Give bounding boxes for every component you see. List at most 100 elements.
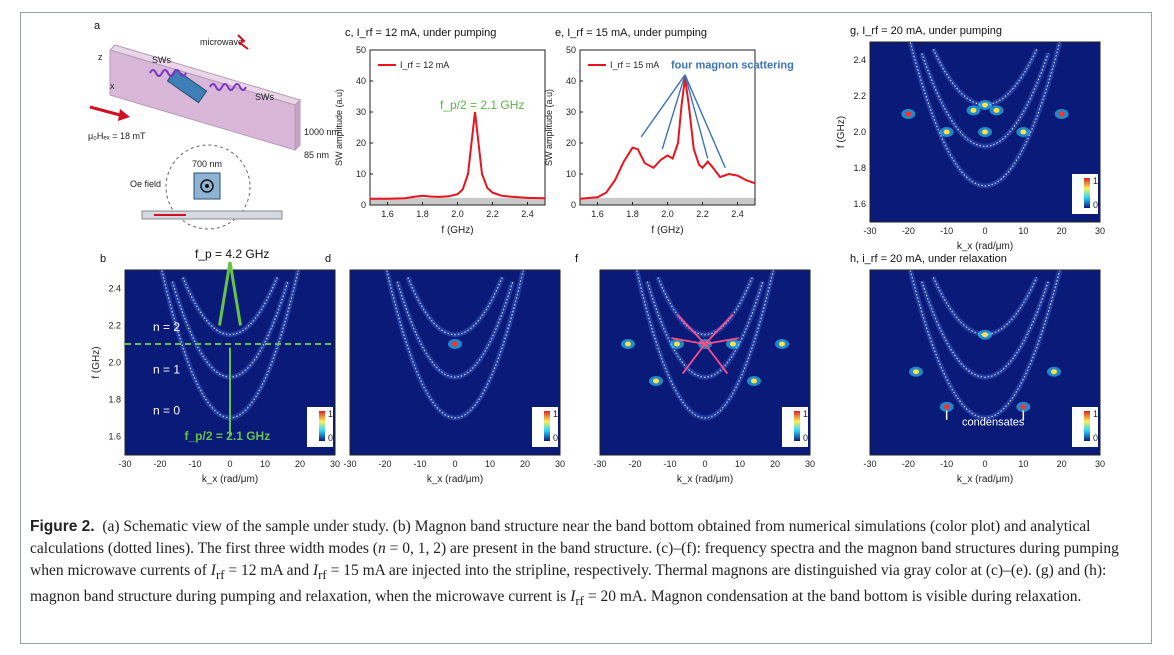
current-dot bbox=[205, 184, 209, 188]
heatmap-background bbox=[350, 270, 560, 455]
x-tick-label: 30 bbox=[330, 459, 340, 469]
intensity-core bbox=[625, 341, 631, 347]
y-tick-label: 30 bbox=[356, 107, 366, 117]
y-tick-label: 0 bbox=[361, 200, 366, 210]
band-dotted-n0 bbox=[909, 42, 1061, 187]
scattering-arrow bbox=[661, 74, 686, 150]
field-arrow bbox=[89, 105, 121, 117]
x-tick-label: -10 bbox=[940, 459, 953, 469]
scattering-arrow bbox=[684, 74, 709, 159]
colorbar bbox=[1084, 411, 1090, 441]
scattering-arrow bbox=[681, 343, 706, 375]
intensity-core bbox=[943, 404, 950, 410]
annotation-four-magnon: four magnon scattering bbox=[671, 60, 794, 72]
axis-x-label: x bbox=[110, 81, 115, 91]
colorbar-min: 0 bbox=[1093, 200, 1098, 210]
colorbar-min: 0 bbox=[328, 433, 333, 443]
x-tick-label: 0 bbox=[702, 459, 707, 469]
x-tick-label: 0 bbox=[982, 459, 987, 469]
y-tick-label: 0 bbox=[571, 200, 576, 210]
x-tick-label: -10 bbox=[940, 226, 953, 236]
panel-c-spectrum: c, I_rf = 12 mA, under pumping 0 10 20 30 40 5… bbox=[330, 20, 580, 250]
x-tick-label: -10 bbox=[188, 459, 201, 469]
x-tick-label: 1.8 bbox=[416, 209, 429, 219]
x-tick-label: 30 bbox=[555, 459, 565, 469]
x-tick-label: 1.6 bbox=[381, 209, 394, 219]
band-dotted-n0 bbox=[386, 270, 524, 419]
x-tick-label: 10 bbox=[735, 459, 745, 469]
mode-n0-label: n = 0 bbox=[153, 403, 180, 417]
x-tick-label: 30 bbox=[805, 459, 815, 469]
x-tick-label: 20 bbox=[295, 459, 305, 469]
series-line bbox=[370, 111, 546, 200]
intensity-core bbox=[1020, 129, 1027, 135]
x-tick-label: -30 bbox=[593, 459, 606, 469]
x-tick-label: 0 bbox=[982, 226, 987, 236]
y-axis-label: SW amplitude (a.u) bbox=[544, 89, 554, 166]
scattering-arrow bbox=[704, 313, 734, 345]
intensity-core bbox=[993, 107, 1000, 113]
oe-label: Oe field bbox=[130, 179, 161, 189]
y-tick-label: 40 bbox=[566, 76, 576, 86]
annotation-fp-half: f_p/2 = 2.1 GHz bbox=[440, 98, 524, 112]
film-cross-section bbox=[141, 210, 283, 220]
legend-label: I_rf = 12 mA bbox=[400, 60, 449, 70]
intensity-core bbox=[982, 332, 988, 338]
band-dotted-n1 bbox=[921, 53, 1049, 147]
x-tick-label: 30 bbox=[1095, 226, 1105, 236]
colorbar bbox=[544, 411, 550, 441]
length-label: 1000 nm bbox=[304, 127, 339, 137]
plot-frame bbox=[369, 49, 546, 206]
pump-arrow-right bbox=[228, 261, 242, 326]
x-tick-label: -30 bbox=[343, 459, 356, 469]
intensity-core bbox=[943, 129, 950, 135]
y-tick-label: 1.8 bbox=[108, 395, 121, 405]
half-frequency-label: f_p/2 = 2.1 GHz bbox=[185, 429, 271, 443]
y-axis-label: f (GHz) bbox=[836, 116, 847, 148]
intensity-core bbox=[779, 341, 785, 347]
panel-e-spectrum: e, I_rf = 15 mA, under pumping 0 10 20 30 40 5… bbox=[540, 20, 794, 250]
panel-b-heatmap: b -30 -20 -10 0 10 20 30 1.6 1.8 2.0 2.2 2.4 f (GHz) k… bbox=[85, 240, 355, 510]
intensity-core bbox=[653, 378, 659, 384]
plot-frame bbox=[599, 269, 811, 456]
x-tick-label: -10 bbox=[663, 459, 676, 469]
intensity-core bbox=[905, 111, 912, 117]
panel-h-heatmap: h, i_rf = 20 mA, under relaxation -30 -20 -… bbox=[830, 240, 1150, 510]
thermal-band bbox=[370, 197, 545, 205]
y-tick-label: 1.6 bbox=[853, 199, 866, 209]
x-tick-label: 10 bbox=[260, 459, 270, 469]
figure-caption: Figure 2. (a) Schematic view of the samp… bbox=[30, 518, 1119, 609]
x-tick-label: 30 bbox=[1095, 459, 1105, 469]
scattering-arrow bbox=[704, 343, 729, 375]
colorbar-min: 0 bbox=[803, 433, 808, 443]
band-dotted-n2 bbox=[407, 277, 503, 336]
sw-label-right: SWs bbox=[255, 92, 274, 102]
x-tick-label: 0 bbox=[452, 459, 457, 469]
intensity-core bbox=[730, 341, 736, 347]
x-tick-label: -20 bbox=[628, 459, 641, 469]
x-tick-label: 10 bbox=[485, 459, 495, 469]
x-axis-label: k_x (rad/μm) bbox=[677, 474, 733, 485]
colorbar-min: 0 bbox=[1093, 433, 1098, 443]
x-tick-label: -20 bbox=[902, 226, 915, 236]
panel-g-heatmap: g, I_rf = 20 mA, under pumping -30 -20 -10 0… bbox=[830, 22, 1150, 252]
x-tick-label: 20 bbox=[1057, 459, 1067, 469]
legend-label: I_rf = 15 mA bbox=[610, 60, 659, 70]
band-dotted-n0 bbox=[909, 270, 1061, 419]
colorbar-min: 0 bbox=[553, 433, 558, 443]
heatmap-background bbox=[870, 270, 1100, 455]
current-out-icon bbox=[200, 179, 214, 193]
y-tick-label: 1.6 bbox=[108, 432, 121, 442]
y-tick-label: 50 bbox=[356, 45, 366, 55]
band-dotted-n2 bbox=[657, 277, 753, 336]
band-dotted-n2 bbox=[182, 277, 278, 336]
y-tick-label: 40 bbox=[356, 76, 366, 86]
panel-title: g, I_rf = 20 mA, under pumping bbox=[850, 25, 1002, 37]
y-axis-label: f (GHz) bbox=[91, 346, 102, 378]
intensity-core bbox=[1058, 111, 1065, 117]
x-tick-label: 2.4 bbox=[731, 209, 744, 219]
sw-label-left: SWs bbox=[152, 55, 171, 65]
axis-z-label: z bbox=[98, 52, 103, 62]
x-tick-label: 10 bbox=[1018, 226, 1028, 236]
x-axis-label: f (GHz) bbox=[441, 225, 473, 236]
